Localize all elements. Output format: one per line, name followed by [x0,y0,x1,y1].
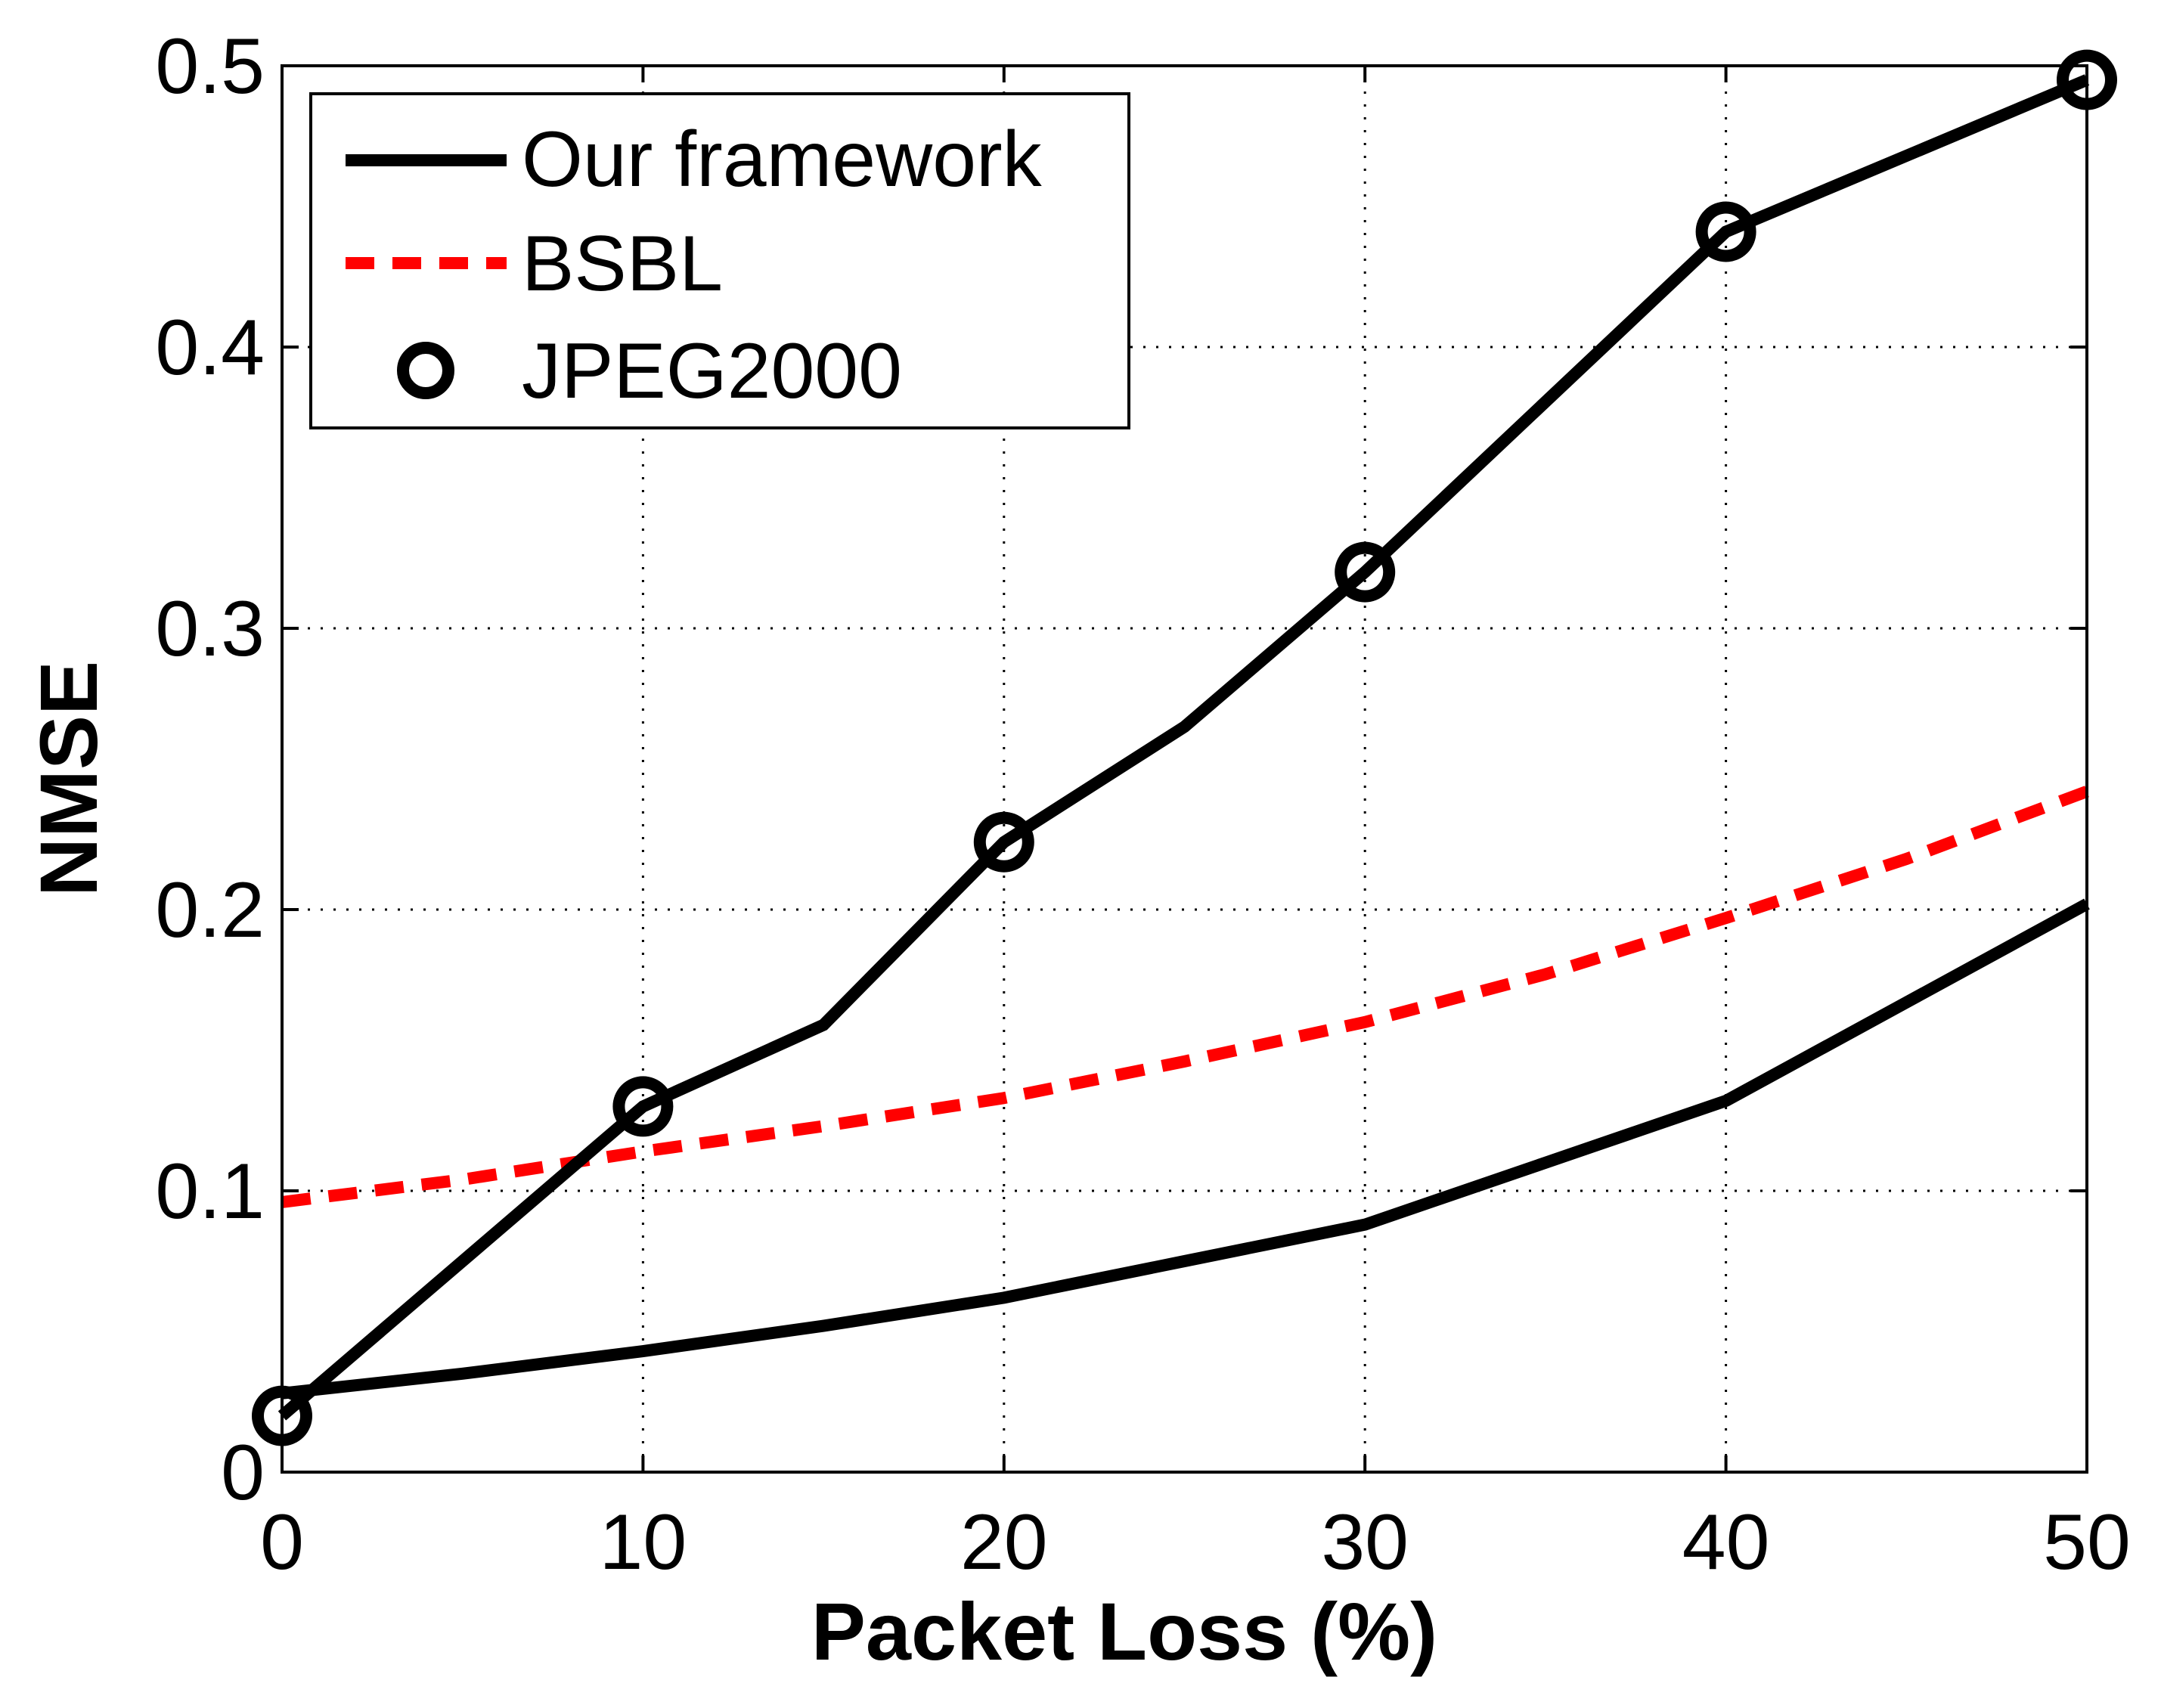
legend-label-jpeg2000: JPEG2000 [522,327,902,415]
y-tick-label: 0 [221,1429,265,1517]
data-point-jpeg2000 [1695,201,1756,262]
x-tick-label: 30 [1321,1499,1409,1586]
y-tick-label: 0.5 [155,23,265,110]
legend-label-our-framework: Our framework [522,116,1043,203]
y-tick-label: 0.1 [155,1148,265,1235]
x-tick-label: 50 [2043,1499,2131,1586]
grid-lines [282,66,2087,1472]
series-line-jpeg2000 [277,74,2090,1421]
x-tick-label: 40 [1682,1499,1770,1586]
y-tick-label: 0.3 [155,585,265,673]
legend: Our framework BSBL JPEG2000 [309,92,1130,429]
data-series [252,49,2117,1446]
x-tick-label: 0 [260,1499,304,1586]
data-point-jpeg2000 [1335,541,1396,603]
plot-area-frame [281,64,2088,1474]
y-tick-label: 0.4 [155,304,265,392]
y-axis-label: NMSE [23,661,114,897]
legend-label-bsbl: BSBL [522,220,723,308]
data-point-jpeg2000 [973,811,1034,873]
x-tick-label: 10 [600,1499,687,1586]
legend-marker-jpeg2000 [397,342,454,399]
data-point-jpeg2000 [612,1076,674,1137]
x-tick-label: 20 [960,1499,1048,1586]
axis-ticks: 0 10 20 30 40 50 0 0.1 0.2 0.3 0.4 0.5 [155,23,2130,1586]
series-line-our-framework [281,898,2090,1400]
y-tick-label: 0.2 [155,866,265,954]
x-axis-label: Packet Loss (%) [811,1586,1437,1677]
